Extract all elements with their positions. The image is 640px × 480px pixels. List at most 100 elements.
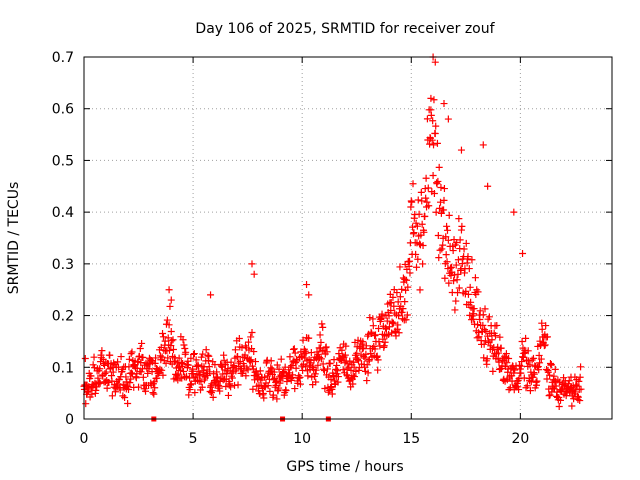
- data-point: [247, 333, 255, 341]
- data-point: [228, 374, 236, 382]
- data-point: [419, 241, 427, 249]
- data-point: [144, 369, 152, 377]
- data-point: [125, 363, 133, 371]
- data-point: [150, 390, 158, 398]
- data-point: [430, 190, 438, 198]
- data-point: [521, 348, 529, 356]
- data-point: [138, 339, 146, 347]
- data-point: [126, 379, 134, 387]
- data-point: [450, 277, 458, 285]
- data-point: [438, 245, 446, 253]
- data-point: [533, 377, 541, 385]
- data-point: [319, 323, 327, 331]
- data-point: [180, 341, 188, 349]
- data-point: [213, 368, 221, 376]
- data-point: [398, 308, 406, 316]
- data-point: [159, 329, 167, 337]
- data-point: [462, 239, 470, 247]
- data-points: [80, 53, 585, 422]
- data-point: [515, 386, 523, 394]
- data-point: [369, 315, 377, 323]
- grid-lines: [84, 57, 612, 419]
- data-point: [385, 330, 393, 338]
- data-point: [151, 384, 159, 392]
- data-point: [420, 228, 428, 236]
- data-point: [427, 94, 435, 102]
- data-point: [466, 283, 474, 291]
- data-point: [158, 366, 166, 374]
- data-point: [402, 316, 410, 324]
- data-point: [158, 353, 166, 361]
- data-point: [390, 302, 398, 310]
- data-point: [540, 342, 548, 350]
- data-point: [333, 361, 341, 369]
- data-point: [510, 208, 518, 216]
- data-point: [334, 373, 342, 381]
- data-point: [576, 373, 584, 381]
- data-point: [442, 251, 450, 259]
- data-point: [575, 377, 583, 385]
- data-point: [577, 385, 585, 393]
- data-point: [434, 231, 442, 239]
- data-point: [121, 393, 129, 401]
- data-point: [175, 354, 183, 362]
- data-point: [373, 352, 381, 360]
- data-point: [192, 356, 200, 364]
- x-tick-label: 20: [511, 431, 529, 447]
- data-point: [322, 343, 330, 351]
- data-point: [574, 393, 582, 401]
- data-point: [526, 387, 534, 395]
- data-point: [352, 367, 360, 375]
- data-point: [394, 321, 402, 329]
- data-point: [538, 319, 546, 327]
- data-point: [371, 331, 379, 339]
- data-point: [404, 283, 412, 291]
- data-point: [497, 344, 505, 352]
- data-point: [128, 348, 136, 356]
- data-point: [101, 370, 109, 378]
- data-point: [443, 258, 451, 266]
- data-point: [287, 376, 295, 384]
- data-point: [524, 347, 532, 355]
- data-point: [166, 346, 174, 354]
- y-tick-label: 0.7: [52, 50, 74, 66]
- data-point: [546, 391, 554, 399]
- data-point: [312, 378, 320, 386]
- data-point: [244, 366, 252, 374]
- data-point: [491, 332, 499, 340]
- data-point: [435, 163, 443, 171]
- data-point: [169, 336, 177, 344]
- data-point: [291, 349, 299, 357]
- data-point: [165, 321, 173, 329]
- data-point: [494, 343, 502, 351]
- data-point: [272, 377, 280, 385]
- data-point: [167, 296, 175, 304]
- data-point: [407, 203, 415, 211]
- data-point: [396, 263, 404, 271]
- data-point: [422, 174, 430, 182]
- data-point: [275, 365, 283, 373]
- data-point: [96, 365, 104, 373]
- data-point: [179, 336, 187, 344]
- data-point: [535, 351, 543, 359]
- data-point: [576, 397, 584, 405]
- data-point: [429, 117, 437, 125]
- data-point: [177, 358, 185, 366]
- data-point: [235, 334, 243, 342]
- data-point: [332, 365, 340, 373]
- data-point: [88, 390, 96, 398]
- data-point: [227, 383, 235, 391]
- data-point: [106, 351, 114, 359]
- data-point: [525, 357, 533, 365]
- data-point: [375, 324, 383, 332]
- data-point: [209, 393, 217, 401]
- data-point: [197, 378, 205, 386]
- data-point: [415, 210, 423, 218]
- data-point: [289, 371, 297, 379]
- data-point: [206, 368, 214, 376]
- data-point: [434, 177, 442, 185]
- data-point: [506, 384, 514, 392]
- data-point: [371, 345, 379, 353]
- data-point: [455, 215, 463, 223]
